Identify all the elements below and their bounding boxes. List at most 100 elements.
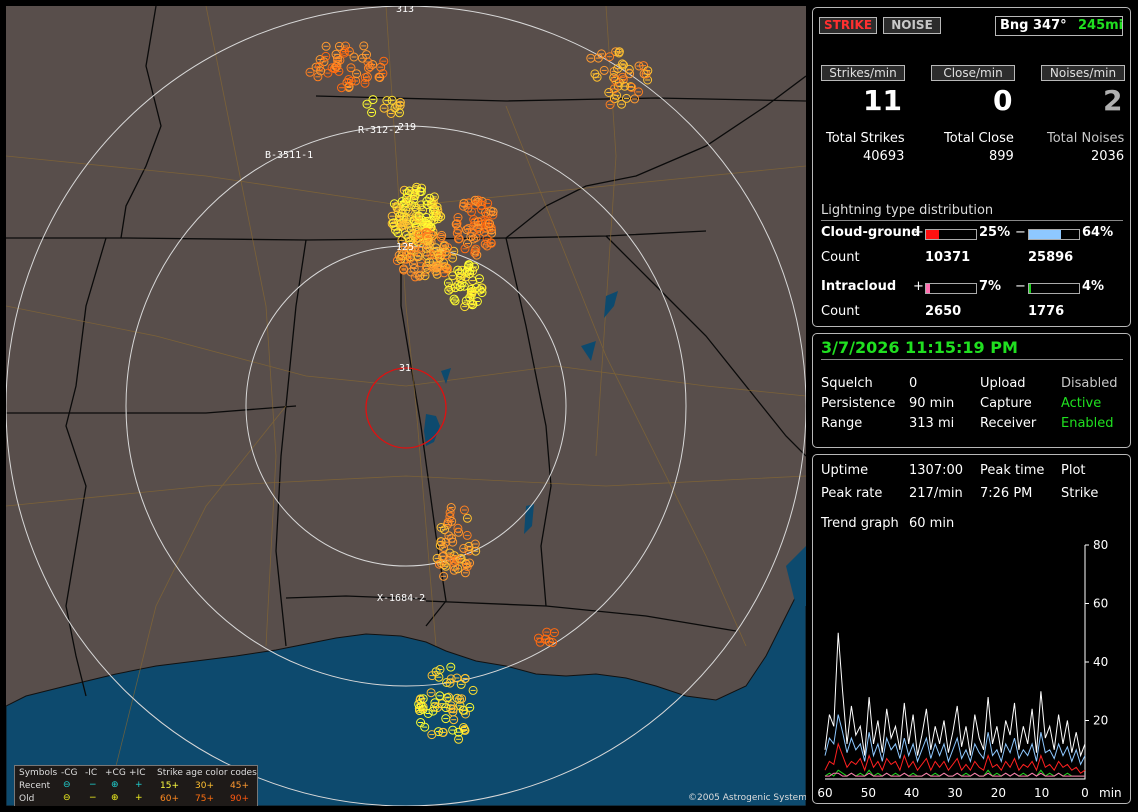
plot-value[interactable]: Strike [1061,486,1099,501]
strike-symbol [427,730,437,740]
upload-label: Upload [980,376,1026,391]
upload-value[interactable]: Disabled [1061,376,1118,391]
strike-symbol [475,285,485,295]
strike-symbol [453,225,463,235]
squelch-value: 0 [909,376,918,391]
strike-symbol [473,217,483,227]
strike-symbol [549,628,559,638]
strike-symbol [412,212,422,222]
ic-positive-pct: 7% [979,279,1002,294]
strike-symbol [437,699,447,709]
x-tick-label: 30 [947,786,962,800]
strike-symbol [409,194,419,204]
legend-recent-label: Recent [19,781,51,791]
noise-mode-button[interactable]: NOISE [883,17,941,34]
strike-symbol [442,693,452,703]
strike-symbol [467,298,476,308]
strike-symbol [617,59,627,69]
strike-symbol [392,201,402,211]
strike-symbol [482,241,492,251]
strike-symbol [429,192,439,202]
legend-neg-cg-label: -CG [61,768,78,778]
legend-symbols-label: Symbols [19,768,58,778]
cg-negative-pct: 64% [1082,225,1114,240]
strike-symbol [465,266,475,275]
cg-count-label: Count [821,250,860,265]
strike-symbol [394,211,404,221]
strike-symbol [471,546,481,556]
x-tick-label: 20 [991,786,1006,800]
ic-count-label: Count [821,304,860,319]
close-per-min-label[interactable]: Close/min [931,65,1015,81]
strike-symbol [402,188,412,198]
squelch-label: Squelch [821,376,873,391]
age-30: 30+ [195,781,214,791]
cg-negative-count: 25896 [1028,250,1074,265]
strike-symbol [392,101,402,111]
strike-symbol [436,232,446,242]
age-15: 15+ [160,781,179,791]
trend-panel: Uptime 1307:00 Peak time Plot Peak rate … [812,454,1131,804]
strike-symbol [617,99,627,109]
capture-label: Capture [980,396,1032,411]
strike-symbol [422,200,432,210]
strike-symbol [458,201,468,211]
range-label-125: 125 [396,242,414,253]
strike-symbol [599,65,609,75]
strike-symbol [472,297,482,306]
strike-symbol [305,67,315,77]
strike-symbol [483,198,493,208]
strike-symbol [426,688,436,698]
strike-symbol [313,72,323,82]
total-close-value: 899 [989,149,1014,164]
strike-symbol [446,283,456,293]
datetime-divider [821,359,1123,360]
strike-symbol [614,47,624,57]
strike-symbol [460,568,470,578]
noises-per-min-label[interactable]: Noises/min [1041,65,1125,81]
strike-symbol [416,258,426,268]
lightning-map[interactable]: 31 125 219 313 B-3511-1 R-312-2 X-1684-2… [6,6,806,806]
strike-symbol [432,553,442,563]
strike-symbol [431,266,441,276]
strike-symbol [362,72,372,82]
strike-symbol [467,207,476,217]
status-panel: 3/7/2026 11:15:19 PM Squelch 0 Upload Di… [812,333,1131,448]
range-value: 313 mi [909,416,955,431]
capture-value[interactable]: Active [1061,396,1102,411]
strike-symbol [362,99,372,109]
strike-symbol [452,555,462,565]
strike-symbol [449,294,459,304]
strike-symbol [438,552,448,562]
trend-graph-label: Trend graph [821,516,899,531]
neg-ic-old-icon: − [89,793,97,803]
strike-symbol [349,52,359,62]
trend-series-line [825,772,1085,777]
age-45: 45+ [230,781,249,791]
map-canvas: 31 125 219 313 B-3511-1 R-312-2 X-1684-2 [6,6,806,806]
strike-symbol [482,234,492,244]
strike-symbol [414,230,424,240]
strike-symbol [365,62,375,72]
receiver-value[interactable]: Enabled [1061,416,1114,431]
strikes-per-min-label[interactable]: Strikes/min [821,65,905,81]
pos-cg-old-icon: ⊕ [111,793,119,803]
strike-symbol [477,200,486,210]
strike-symbol [360,78,370,88]
strike-symbol [445,548,455,558]
ic-negative-bar [1028,283,1080,294]
strike-symbols [305,41,653,744]
strike-mode-button[interactable]: STRIKE [819,17,877,34]
x-tick-label: 0 [1081,786,1089,800]
strikes-per-min-value: 11 [863,84,902,117]
bearing-box: Bng 347° 245mi [995,16,1123,36]
strike-symbol [315,61,324,71]
strike-symbol [397,245,407,255]
strike-symbol [470,248,480,258]
neg-cg-recent-icon: ⊖ [63,780,71,790]
strike-symbol [609,73,619,83]
bearing-value: Bng 347° [1000,18,1067,33]
trend-lines [824,632,1086,777]
y-tick-label: 60 [1093,597,1108,611]
strike-symbol [410,202,420,211]
